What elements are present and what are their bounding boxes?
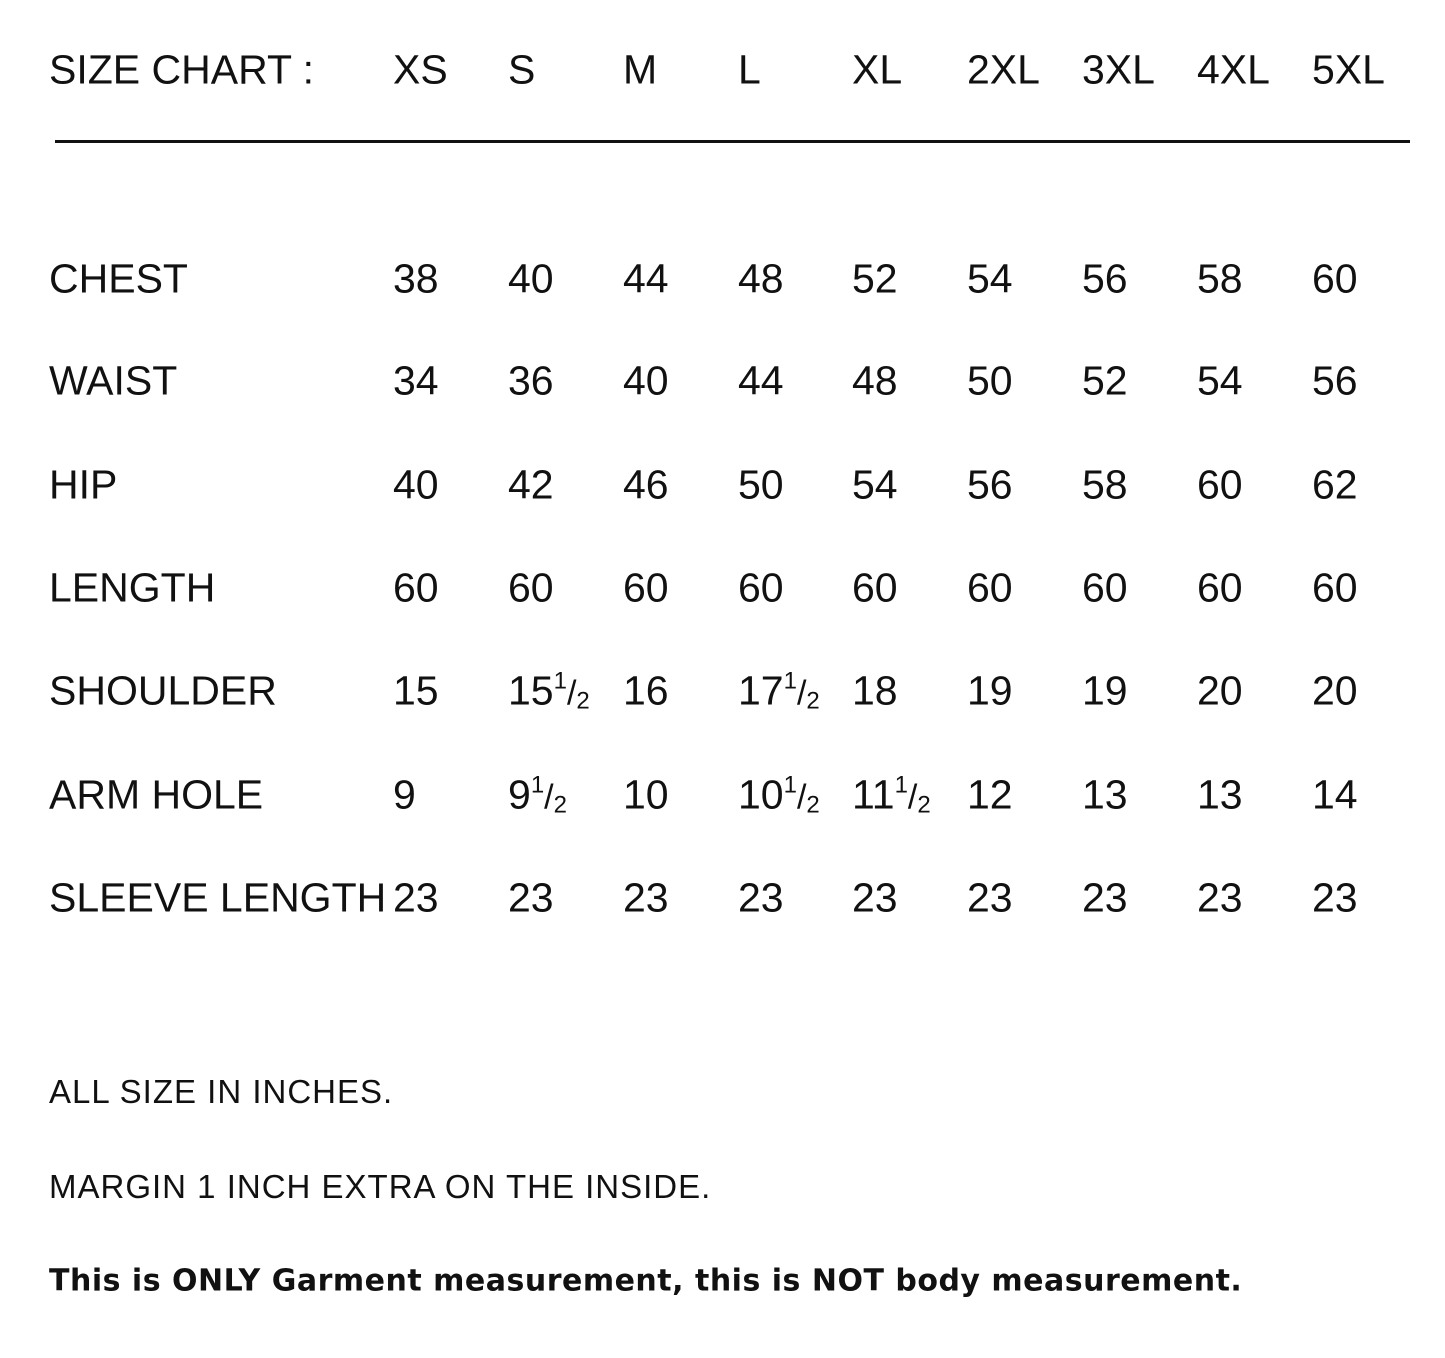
table-cell: 19 bbox=[1082, 667, 1128, 714]
table-cell: 38 bbox=[393, 255, 439, 302]
table-cell: 101/2 bbox=[738, 771, 820, 819]
table-cell: 54 bbox=[967, 255, 1013, 302]
table-cell: 15 bbox=[393, 667, 439, 714]
table-cell: 56 bbox=[1082, 255, 1128, 302]
table-cell: 171/2 bbox=[738, 667, 820, 715]
size-header-2xl: 2XL bbox=[967, 46, 1040, 93]
row-label: LENGTH bbox=[49, 564, 216, 611]
table-cell: 52 bbox=[852, 255, 898, 302]
table-cell: 13 bbox=[1197, 771, 1243, 818]
table-cell: 62 bbox=[1312, 461, 1358, 508]
table-cell: 16 bbox=[623, 667, 669, 714]
table-cell: 52 bbox=[1082, 357, 1128, 404]
table-cell: 60 bbox=[1082, 564, 1128, 611]
table-cell: 9 bbox=[393, 771, 416, 818]
table-cell: 48 bbox=[738, 255, 784, 302]
table-cell: 111/2 bbox=[852, 771, 931, 819]
table-cell: 23 bbox=[1082, 874, 1128, 921]
size-header-5xl: 5XL bbox=[1312, 46, 1385, 93]
table-cell: 19 bbox=[967, 667, 1013, 714]
table-cell: 60 bbox=[1197, 461, 1243, 508]
table-cell: 60 bbox=[852, 564, 898, 611]
size-header-xs: XS bbox=[393, 46, 448, 93]
table-cell: 58 bbox=[1197, 255, 1243, 302]
table-cell: 48 bbox=[852, 357, 898, 404]
table-cell: 23 bbox=[967, 874, 1013, 921]
table-cell: 54 bbox=[1197, 357, 1243, 404]
table-cell: 40 bbox=[623, 357, 669, 404]
table-cell: 44 bbox=[738, 357, 784, 404]
row-label: WAIST bbox=[49, 357, 178, 404]
table-cell: 56 bbox=[967, 461, 1013, 508]
table-cell: 40 bbox=[393, 461, 439, 508]
size-header-3xl: 3XL bbox=[1082, 46, 1155, 93]
table-cell: 42 bbox=[508, 461, 554, 508]
table-cell: 23 bbox=[1312, 874, 1358, 921]
size-header-4xl: 4XL bbox=[1197, 46, 1270, 93]
size-header-l: L bbox=[738, 46, 761, 93]
table-cell: 50 bbox=[967, 357, 1013, 404]
table-cell: 44 bbox=[623, 255, 669, 302]
margin-note: MARGIN 1 INCH EXTRA ON THE INSIDE. bbox=[49, 1168, 712, 1205]
header-divider bbox=[55, 140, 1410, 143]
table-cell: 14 bbox=[1312, 771, 1358, 818]
table-cell: 13 bbox=[1082, 771, 1128, 818]
table-cell: 20 bbox=[1312, 667, 1358, 714]
table-cell: 56 bbox=[1312, 357, 1358, 404]
table-cell: 36 bbox=[508, 357, 554, 404]
table-cell: 34 bbox=[393, 357, 439, 404]
table-cell: 23 bbox=[1197, 874, 1243, 921]
table-cell: 23 bbox=[738, 874, 784, 921]
row-label: CHEST bbox=[49, 255, 188, 302]
table-cell: 23 bbox=[393, 874, 439, 921]
table-cell: 40 bbox=[508, 255, 554, 302]
table-cell: 60 bbox=[623, 564, 669, 611]
table-cell: 50 bbox=[738, 461, 784, 508]
table-cell: 46 bbox=[623, 461, 669, 508]
table-cell: 58 bbox=[1082, 461, 1128, 508]
size-chart-title: SIZE CHART : bbox=[49, 46, 315, 93]
row-label: ARM HOLE bbox=[49, 771, 264, 818]
disclaimer-note: This is ONLY Garment measurement, this i… bbox=[49, 1263, 1243, 1299]
table-cell: 23 bbox=[852, 874, 898, 921]
size-header-xl: XL bbox=[852, 46, 903, 93]
table-cell: 10 bbox=[623, 771, 669, 818]
table-cell: 60 bbox=[967, 564, 1013, 611]
table-cell: 12 bbox=[967, 771, 1013, 818]
size-header-s: S bbox=[508, 46, 536, 93]
table-cell: 60 bbox=[393, 564, 439, 611]
table-cell: 54 bbox=[852, 461, 898, 508]
row-label: SLEEVE LENGTH bbox=[49, 874, 387, 921]
table-cell: 60 bbox=[1312, 564, 1358, 611]
table-cell: 151/2 bbox=[508, 667, 590, 715]
table-cell: 23 bbox=[623, 874, 669, 921]
table-cell: 60 bbox=[738, 564, 784, 611]
table-cell: 23 bbox=[508, 874, 554, 921]
table-cell: 60 bbox=[1312, 255, 1358, 302]
row-label: HIP bbox=[49, 461, 118, 508]
table-cell: 18 bbox=[852, 667, 898, 714]
table-cell: 60 bbox=[508, 564, 554, 611]
row-label: SHOULDER bbox=[49, 667, 277, 714]
table-cell: 91/2 bbox=[508, 771, 567, 819]
table-cell: 20 bbox=[1197, 667, 1243, 714]
table-cell: 60 bbox=[1197, 564, 1243, 611]
units-note: ALL SIZE IN INCHES. bbox=[49, 1073, 394, 1110]
size-header-m: M bbox=[623, 46, 658, 93]
